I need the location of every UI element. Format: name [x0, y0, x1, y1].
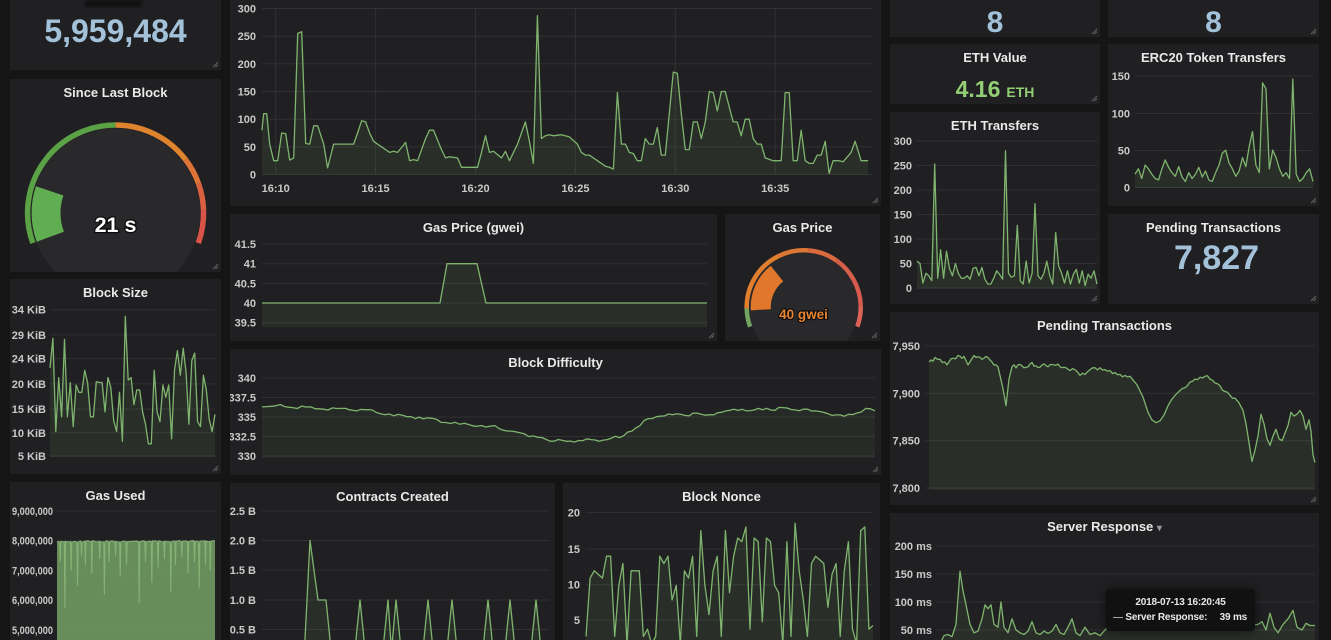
svg-text:100: 100: [894, 234, 912, 246]
svg-text:332.5: 332.5: [230, 432, 256, 444]
svg-text:16:10: 16:10: [262, 183, 290, 195]
svg-text:1.0 B: 1.0 B: [230, 595, 256, 607]
svg-text:40 gwei: 40 gwei: [779, 307, 828, 322]
svg-text:100 ms: 100 ms: [895, 597, 932, 609]
svg-text:16:35: 16:35: [761, 183, 789, 195]
svg-text:7,900: 7,900: [892, 388, 920, 400]
svg-text:29 KiB: 29 KiB: [12, 330, 46, 342]
svg-text:7,800: 7,800: [892, 483, 920, 495]
svg-text:24 KiB: 24 KiB: [12, 354, 46, 366]
svg-text:7,000,000: 7,000,000: [12, 565, 53, 577]
svg-text:41: 41: [244, 259, 256, 271]
svg-text:0: 0: [250, 170, 256, 182]
svg-text:16:15: 16:15: [362, 183, 390, 195]
svg-text:250: 250: [894, 161, 912, 173]
svg-text:150: 150: [894, 210, 912, 222]
svg-text:200: 200: [238, 59, 256, 71]
svg-text:150: 150: [238, 87, 256, 99]
svg-text:7,950: 7,950: [892, 341, 920, 353]
svg-text:50: 50: [900, 259, 912, 271]
svg-text:335: 335: [238, 412, 256, 424]
svg-text:50: 50: [1118, 146, 1130, 158]
svg-text:20 KiB: 20 KiB: [12, 379, 46, 391]
svg-text:10 KiB: 10 KiB: [12, 428, 46, 440]
svg-text:5,000,000: 5,000,000: [12, 625, 53, 637]
svg-text:6,000,000: 6,000,000: [12, 595, 53, 607]
svg-text:330: 330: [238, 451, 256, 463]
svg-text:100: 100: [1112, 109, 1130, 121]
svg-text:150 ms: 150 ms: [895, 569, 932, 581]
svg-text:15: 15: [568, 544, 580, 556]
svg-text:0.5 B: 0.5 B: [230, 625, 256, 637]
svg-text:100: 100: [238, 114, 256, 126]
svg-text:0: 0: [1124, 183, 1130, 195]
svg-text:2.5 B: 2.5 B: [230, 506, 256, 518]
svg-text:0: 0: [906, 283, 912, 295]
svg-text:5: 5: [574, 615, 580, 627]
svg-text:39.5: 39.5: [235, 318, 256, 330]
svg-text:40.5: 40.5: [235, 278, 256, 290]
svg-text:2.0 B: 2.0 B: [230, 536, 256, 548]
svg-text:16:20: 16:20: [461, 183, 489, 195]
svg-text:300: 300: [894, 136, 912, 148]
svg-text:250: 250: [238, 31, 256, 43]
svg-text:7,850: 7,850: [892, 436, 920, 448]
svg-text:40: 40: [244, 298, 256, 310]
svg-text:200: 200: [894, 185, 912, 197]
svg-text:300: 300: [238, 4, 256, 16]
svg-text:8,000,000: 8,000,000: [12, 536, 53, 548]
svg-text:16:30: 16:30: [661, 183, 689, 195]
svg-text:15 KiB: 15 KiB: [12, 404, 46, 416]
svg-text:1.5 B: 1.5 B: [230, 565, 256, 577]
svg-text:34 KiB: 34 KiB: [12, 305, 46, 317]
svg-text:50 ms: 50 ms: [901, 625, 932, 637]
svg-text:21 s: 21 s: [95, 213, 137, 237]
svg-text:337.5: 337.5: [230, 393, 256, 405]
svg-text:16:25: 16:25: [561, 183, 589, 195]
svg-text:200 ms: 200 ms: [895, 541, 932, 553]
svg-text:20: 20: [568, 507, 580, 519]
svg-text:340: 340: [238, 373, 256, 385]
svg-text:5 KiB: 5 KiB: [18, 451, 46, 463]
svg-text:9,000,000: 9,000,000: [12, 506, 53, 518]
svg-text:150: 150: [1112, 71, 1130, 83]
svg-text:41.5: 41.5: [235, 239, 256, 251]
svg-text:10: 10: [568, 580, 580, 592]
svg-text:50: 50: [244, 142, 256, 154]
